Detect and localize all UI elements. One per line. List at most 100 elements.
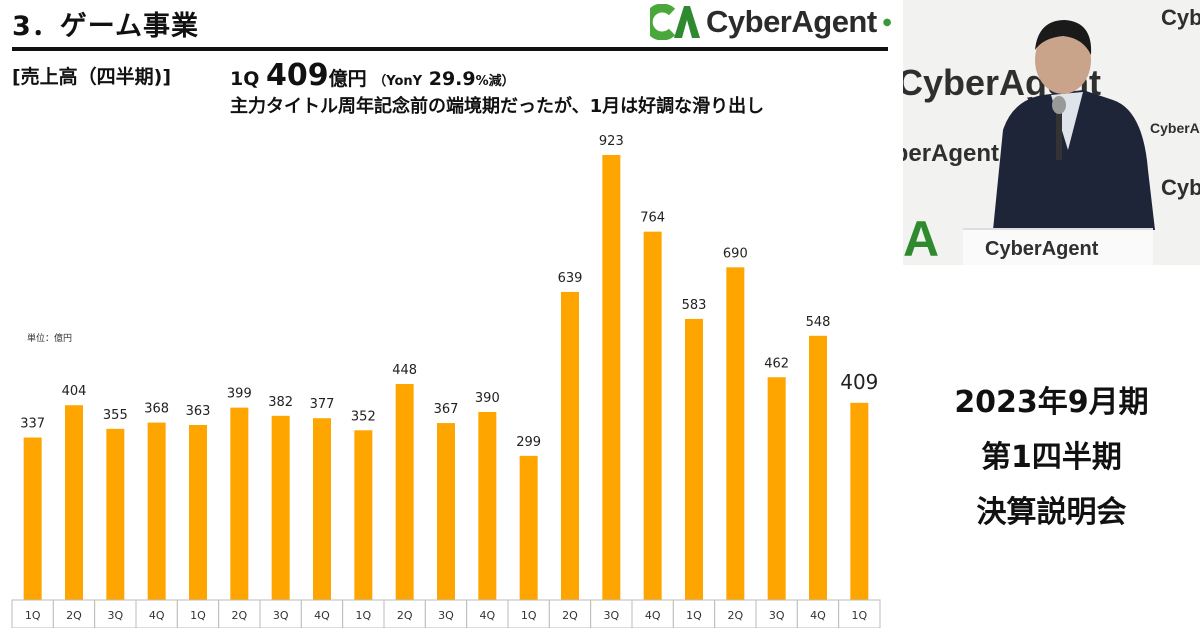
headline: 主力タイトル周年記念前の端境期だったが、1月は好調な滑り出し [230, 96, 765, 117]
summary-unit: 億円 [328, 68, 367, 90]
backdrop-logo: CyberAgent [1161, 5, 1200, 30]
bar-value-label: 548 [806, 315, 831, 330]
x-axis-cell [176, 599, 220, 628]
bar [437, 423, 455, 600]
backdrop-logo: CyberAgent [903, 140, 1000, 167]
bar-value-label: 462 [764, 356, 789, 371]
bar-value-label: 382 [268, 395, 293, 410]
bar-value-label: 363 [186, 404, 211, 419]
x-tick-label: 3Q [603, 609, 619, 622]
bar [313, 418, 331, 600]
x-tick-label: 1Q [851, 609, 867, 622]
x-tick-label: 3Q [438, 609, 454, 622]
speaker-figure [993, 20, 1155, 230]
x-axis-cell [796, 599, 840, 628]
cyberagent-logo: CyberAgent ● [650, 2, 891, 42]
summary-amount: 409 [266, 58, 329, 93]
bar [561, 291, 579, 600]
x-axis-cell [631, 599, 674, 628]
bar [850, 402, 869, 600]
bar-value-label: 399 [227, 387, 252, 402]
bar [147, 422, 166, 600]
backdrop-logo: CyberAgent [1150, 120, 1200, 136]
page-title: 3．ゲーム事業 [12, 11, 199, 42]
yoy-label: （YonY [373, 74, 423, 89]
x-tick-label: 2Q [66, 609, 82, 622]
x-axis-cell [94, 599, 137, 628]
x-tick-label: 4Q [479, 609, 495, 622]
x-tick-label: 2Q [397, 609, 413, 622]
bar-value-label: 299 [516, 435, 541, 450]
backdrop-ca-mark: A [903, 211, 940, 265]
x-tick-label: 3Q [273, 609, 289, 622]
x-axis-cell [590, 599, 633, 628]
bar-value-label: 764 [640, 211, 665, 226]
logo-dot: ● [882, 16, 892, 28]
x-tick-label: 4Q [314, 609, 330, 622]
bar-value-label: 923 [599, 134, 624, 149]
x-axis-cell [135, 599, 178, 628]
bar [354, 430, 373, 600]
bar-value-label: 367 [434, 402, 459, 417]
x-axis-cell [11, 599, 54, 628]
header-divider [12, 47, 888, 51]
bar-value-label: 368 [144, 402, 169, 417]
x-tick-label: 4Q [810, 609, 826, 622]
bar-value-label: 690 [723, 246, 748, 261]
bar [809, 335, 827, 600]
x-axis-cell [218, 599, 261, 628]
x-axis-cell [342, 599, 385, 628]
event-title-line: 2023年9月期 [954, 385, 1149, 420]
x-axis-cell [714, 599, 757, 628]
x-axis-cell [424, 599, 468, 628]
event-title: 2023年9月期 第1四半期 決算説明会 [903, 375, 1200, 540]
bar [230, 407, 249, 600]
bar-value-label: 404 [62, 384, 87, 399]
x-tick-label: 2Q [727, 609, 743, 622]
x-tick-label: 1Q [686, 609, 702, 622]
revenue-bar-chart: 337 1Q 404 2Q 355 3Q 368 4Q 363 1Q 399 2Q 382 3Q 377 4Q… [11, 134, 881, 628]
logo-wordmark: CyberAgent [706, 4, 877, 39]
x-tick-label: 4Q [645, 609, 661, 622]
x-tick-label: 1Q [190, 609, 206, 622]
backdrop-logo: CyberAgent [1161, 175, 1200, 200]
bar-value-label: 337 [20, 417, 45, 432]
podium: CyberAgent [963, 228, 1153, 265]
bar [643, 231, 662, 600]
bar [726, 267, 745, 600]
x-tick-label: 1Q [25, 609, 41, 622]
bar [519, 455, 538, 600]
bar [395, 384, 414, 600]
x-tick-label: 2Q [231, 609, 247, 622]
revenue-summary: 1Q 409億円 （YonY 29.9%減） [230, 58, 515, 93]
x-axis-cell [383, 599, 426, 628]
x-tick-label: 1Q [521, 609, 537, 622]
x-axis-cell [755, 599, 798, 628]
bar [685, 318, 703, 600]
bar [65, 405, 83, 600]
x-axis-cell [838, 599, 881, 628]
summary-quarter: 1Q [230, 68, 260, 90]
x-tick-label: 3Q [107, 609, 123, 622]
x-axis-cell [300, 599, 344, 628]
bar [189, 424, 207, 600]
unit-label: 単位：億円 [27, 334, 73, 344]
x-tick-label: 4Q [149, 609, 165, 622]
yoy-unit: %減） [475, 74, 515, 89]
bar [271, 415, 290, 600]
section-label: [売上高（四半期)] [12, 66, 172, 88]
event-title-line: 第1四半期 [981, 440, 1122, 475]
bar [478, 411, 497, 600]
bar [602, 155, 621, 600]
yoy-value: 29.9 [428, 68, 476, 90]
x-tick-label: 2Q [562, 609, 578, 622]
x-axis-cell [548, 599, 592, 628]
bar-value-label: 409 [840, 370, 878, 394]
x-tick-label: 3Q [769, 609, 785, 622]
x-tick-label: 1Q [355, 609, 371, 622]
bar [767, 377, 786, 600]
podium-logo: CyberAgent [985, 238, 1099, 260]
bar-value-label: 377 [310, 397, 335, 412]
bar-value-label: 390 [475, 391, 500, 406]
bar-value-label: 355 [103, 408, 128, 423]
